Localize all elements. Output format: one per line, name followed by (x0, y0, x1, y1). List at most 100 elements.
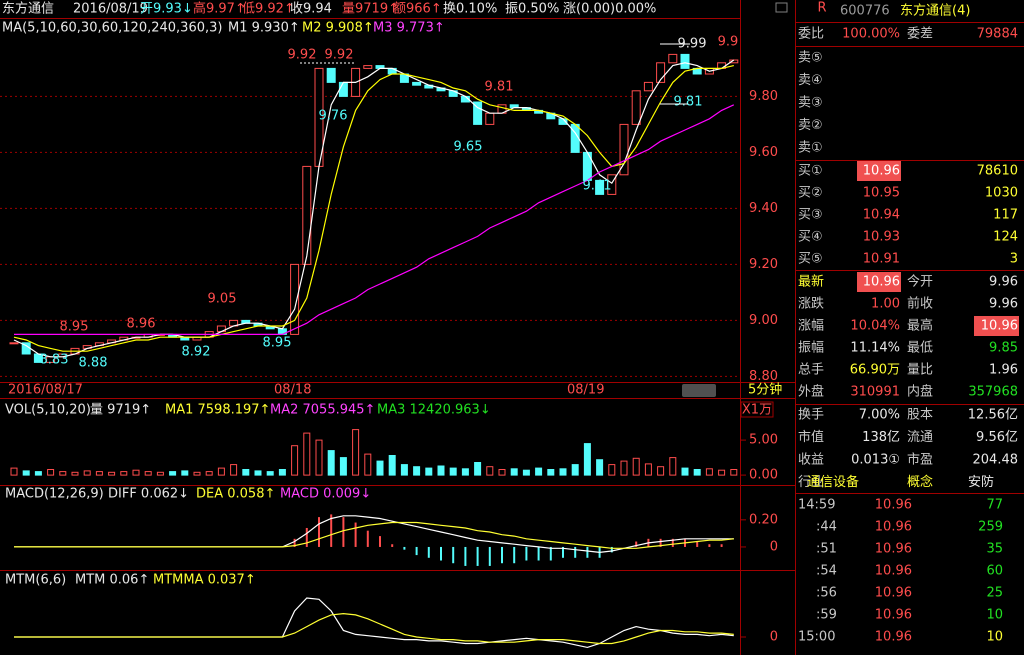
bid-price: 10.96 (863, 164, 900, 179)
unit-box (740, 401, 774, 418)
volume-bar (352, 429, 360, 476)
vol-legend: 量 9719↑ (90, 403, 151, 418)
trade-price: 10.96 (875, 586, 912, 601)
candle (412, 81, 422, 86)
volume-bar (474, 462, 482, 476)
volume-bar (535, 467, 543, 476)
candle (302, 165, 312, 265)
candle (338, 81, 348, 97)
volume-bar (718, 469, 726, 476)
bid-label: 买② (798, 186, 823, 201)
quote-cell: 12.56亿 (968, 408, 1018, 423)
volume-bar (230, 464, 238, 476)
quote-cell: 204.48 (973, 453, 1019, 468)
price-annotation: 8.92 (182, 345, 211, 360)
volume-bar (730, 469, 738, 476)
volume-bar (144, 471, 152, 476)
ma-legend: M2 9.908↑ (302, 21, 374, 36)
trade-time: :54 (816, 564, 837, 579)
highlight (857, 272, 901, 292)
y-tick-label: 9.20 (749, 257, 778, 272)
volume-bar (461, 468, 469, 476)
volume-bar (193, 471, 201, 476)
volume-bar (644, 463, 652, 476)
price-annotation: 9.92 (288, 48, 317, 63)
trade-time: :56 (816, 586, 837, 601)
quote-cell: 前收 (907, 296, 933, 312)
trade-time: 15:00 (798, 630, 835, 645)
macd-legend: DEA 0.058↑ (196, 487, 275, 502)
info-item: 高9.97↑ (193, 1, 246, 17)
quote-cell: 79884 (977, 27, 1018, 42)
quote-cell: 138亿 (862, 430, 900, 445)
volume-bar (278, 469, 286, 476)
price-annotation: 8.83 (40, 353, 69, 368)
candle (326, 67, 336, 83)
quote-cell: 最低 (907, 341, 933, 356)
price-annotation: 9.65 (454, 140, 483, 155)
bid-label: 买① (798, 164, 823, 179)
candle (363, 65, 373, 69)
volume-bar (425, 467, 433, 476)
quote-cell: 概念 (907, 474, 933, 490)
bid-price: 10.94 (863, 208, 900, 223)
quote-cell: 收益 (798, 453, 824, 468)
bid-price: 10.91 (863, 252, 900, 267)
volume-bar (95, 471, 103, 476)
vol-legend: MA2 7055.945↑ (270, 403, 375, 418)
y-tick-label: 9.80 (749, 89, 778, 104)
quote-cell: 委差 (907, 27, 933, 42)
candle (643, 81, 653, 92)
volume-bar (388, 455, 396, 476)
highlight (857, 161, 901, 181)
ask-label: 卖① (798, 141, 823, 156)
volume-bar (108, 471, 116, 476)
macd-legend: MACD 0.009↓ (280, 487, 371, 502)
quote-cell: 9.96 (989, 297, 1018, 312)
ma-line (13, 59, 735, 358)
price-annotation: 9.92 (325, 48, 354, 63)
quote-cell: 1.00 (871, 297, 900, 312)
trade-price: 10.96 (875, 520, 912, 535)
flag: R (817, 1, 826, 16)
ask-label: 卖⑤ (798, 51, 823, 66)
y-tick-label: 5.00 (749, 433, 778, 448)
volume-bar (59, 471, 67, 476)
x-tick-label: 08/19 (567, 383, 604, 398)
quote-cell: 0.013① (851, 453, 900, 468)
volume-bar (400, 464, 408, 476)
volume-bar (132, 469, 140, 476)
mtm-legend: MTM(6,6) (5, 573, 66, 588)
trade-price: 10.96 (875, 564, 912, 579)
volume-bar (657, 466, 665, 476)
mtm-legend: MTMMA 0.037↑ (153, 573, 256, 588)
info-item: 开9.93↓ (140, 2, 193, 17)
price-annotation: 9.76 (319, 109, 348, 124)
volume-bar (254, 470, 262, 476)
trade-time: :44 (816, 520, 837, 535)
volume-bar (181, 470, 189, 476)
volume-bar (413, 466, 421, 476)
info-item: 振0.50% (505, 2, 559, 17)
quote-cell: 涨幅 (798, 319, 824, 334)
quote-cell: 委比 (798, 27, 824, 42)
candle (485, 112, 495, 125)
quote-cell: 今开 (907, 274, 933, 290)
volume-bar (669, 457, 677, 476)
price-annotation: 9.05 (208, 292, 237, 307)
price-annotation: 8.95 (60, 320, 89, 335)
trade-price: 10.96 (875, 608, 912, 623)
bid-price: 10.93 (863, 230, 900, 245)
scrollbar-thumb[interactable] (682, 384, 716, 397)
bid-label: 买⑤ (798, 252, 823, 267)
mtmma-line (14, 612, 734, 645)
macd-legend: DIFF 0.062↓ (108, 487, 189, 502)
quote-cell: 总手 (798, 363, 824, 378)
info-item: 2016/08/19 (73, 2, 148, 17)
ma-line (14, 104, 735, 335)
mail-icon[interactable] (775, 2, 788, 13)
volume-bar (705, 468, 713, 476)
price-annotation: 8.88 (79, 356, 108, 371)
